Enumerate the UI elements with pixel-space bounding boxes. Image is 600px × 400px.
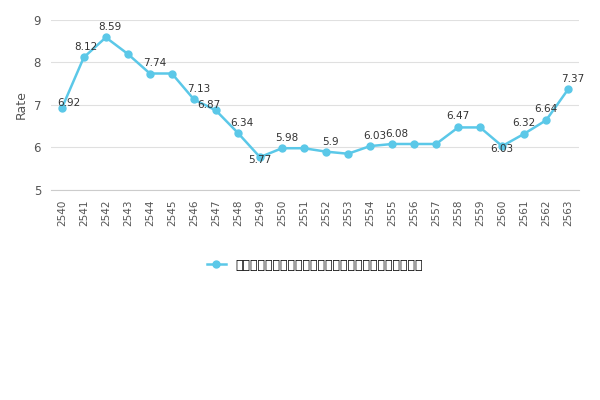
อัตราต่อประชากรแสนประชากร <box>168 71 175 76</box>
อัตราต่อประชากรแสนประชากร <box>146 71 154 76</box>
Text: 6.03: 6.03 <box>363 131 386 141</box>
อัตราต่อประชากรแสนประชากร <box>367 144 374 148</box>
อัตราต่อประชากรแสนประชากร <box>410 142 418 146</box>
อัตราต่อประชากรแสนประชากร <box>322 149 329 154</box>
Legend: อัตราต่อประชากรแสนประชากร: อัตราต่อประชากรแสนประชากร <box>202 254 428 277</box>
อัตราต่อประชากรแสนประชากร <box>190 97 197 102</box>
อัตราต่อประชากรแสนประชากร <box>80 55 88 60</box>
อัตราต่อประชากรแสนประชากร <box>433 142 440 146</box>
Text: 6.34: 6.34 <box>231 118 254 128</box>
อัตราต่อประชากรแสนประชากร <box>454 125 461 130</box>
Y-axis label: Rate: Rate <box>15 90 28 119</box>
อัตราต่อประชากรแสนประชากร <box>102 35 109 40</box>
Text: 7.13: 7.13 <box>187 84 210 94</box>
Text: 5.98: 5.98 <box>275 133 298 143</box>
Text: 7.37: 7.37 <box>561 74 584 84</box>
อัตราต่อประชากรแสนประชากร <box>235 130 242 135</box>
Text: 6.87: 6.87 <box>197 100 221 110</box>
Text: 8.12: 8.12 <box>74 42 98 52</box>
Text: 8.59: 8.59 <box>98 22 122 32</box>
อัตราต่อประชากรแสนประชากร <box>521 131 528 136</box>
Line: อัตราต่อประชากรแสนประชากร: อัตราต่อประชากรแสนประชากร <box>58 34 572 161</box>
อัตราต่อประชากรแสนประชากร <box>344 151 352 156</box>
อัตราต่อประชากรแสนประชากร <box>565 87 572 92</box>
อัตราต่อประชากรแสนประชากร <box>256 155 263 160</box>
อัตราต่อประชากรแสนประชากร <box>542 118 550 123</box>
อัตราต่อประชากรแสนประชากร <box>124 52 131 56</box>
อัตราต่อประชากรแสนประชากร <box>476 125 484 130</box>
อัตราต่อประชากรแสนประชากร <box>212 108 220 113</box>
Text: 5.9: 5.9 <box>322 136 339 146</box>
Text: 5.77: 5.77 <box>248 155 272 165</box>
Text: 6.08: 6.08 <box>385 129 408 139</box>
อัตราต่อประชากรแสนประชากร <box>499 144 506 148</box>
Text: 6.47: 6.47 <box>446 112 470 122</box>
Text: 6.64: 6.64 <box>535 104 558 114</box>
Text: 6.32: 6.32 <box>512 118 536 128</box>
อัตราต่อประชากรแสนประชากร <box>388 142 395 146</box>
Text: 7.74: 7.74 <box>143 58 166 68</box>
อัตราต่อประชากรแสนประชากร <box>301 146 308 151</box>
อัตราต่อประชากรแสนประชากร <box>58 106 65 111</box>
Text: 6.03: 6.03 <box>491 144 514 154</box>
Text: 6.92: 6.92 <box>57 98 80 108</box>
อัตราต่อประชากรแสนประชากร <box>278 146 286 151</box>
